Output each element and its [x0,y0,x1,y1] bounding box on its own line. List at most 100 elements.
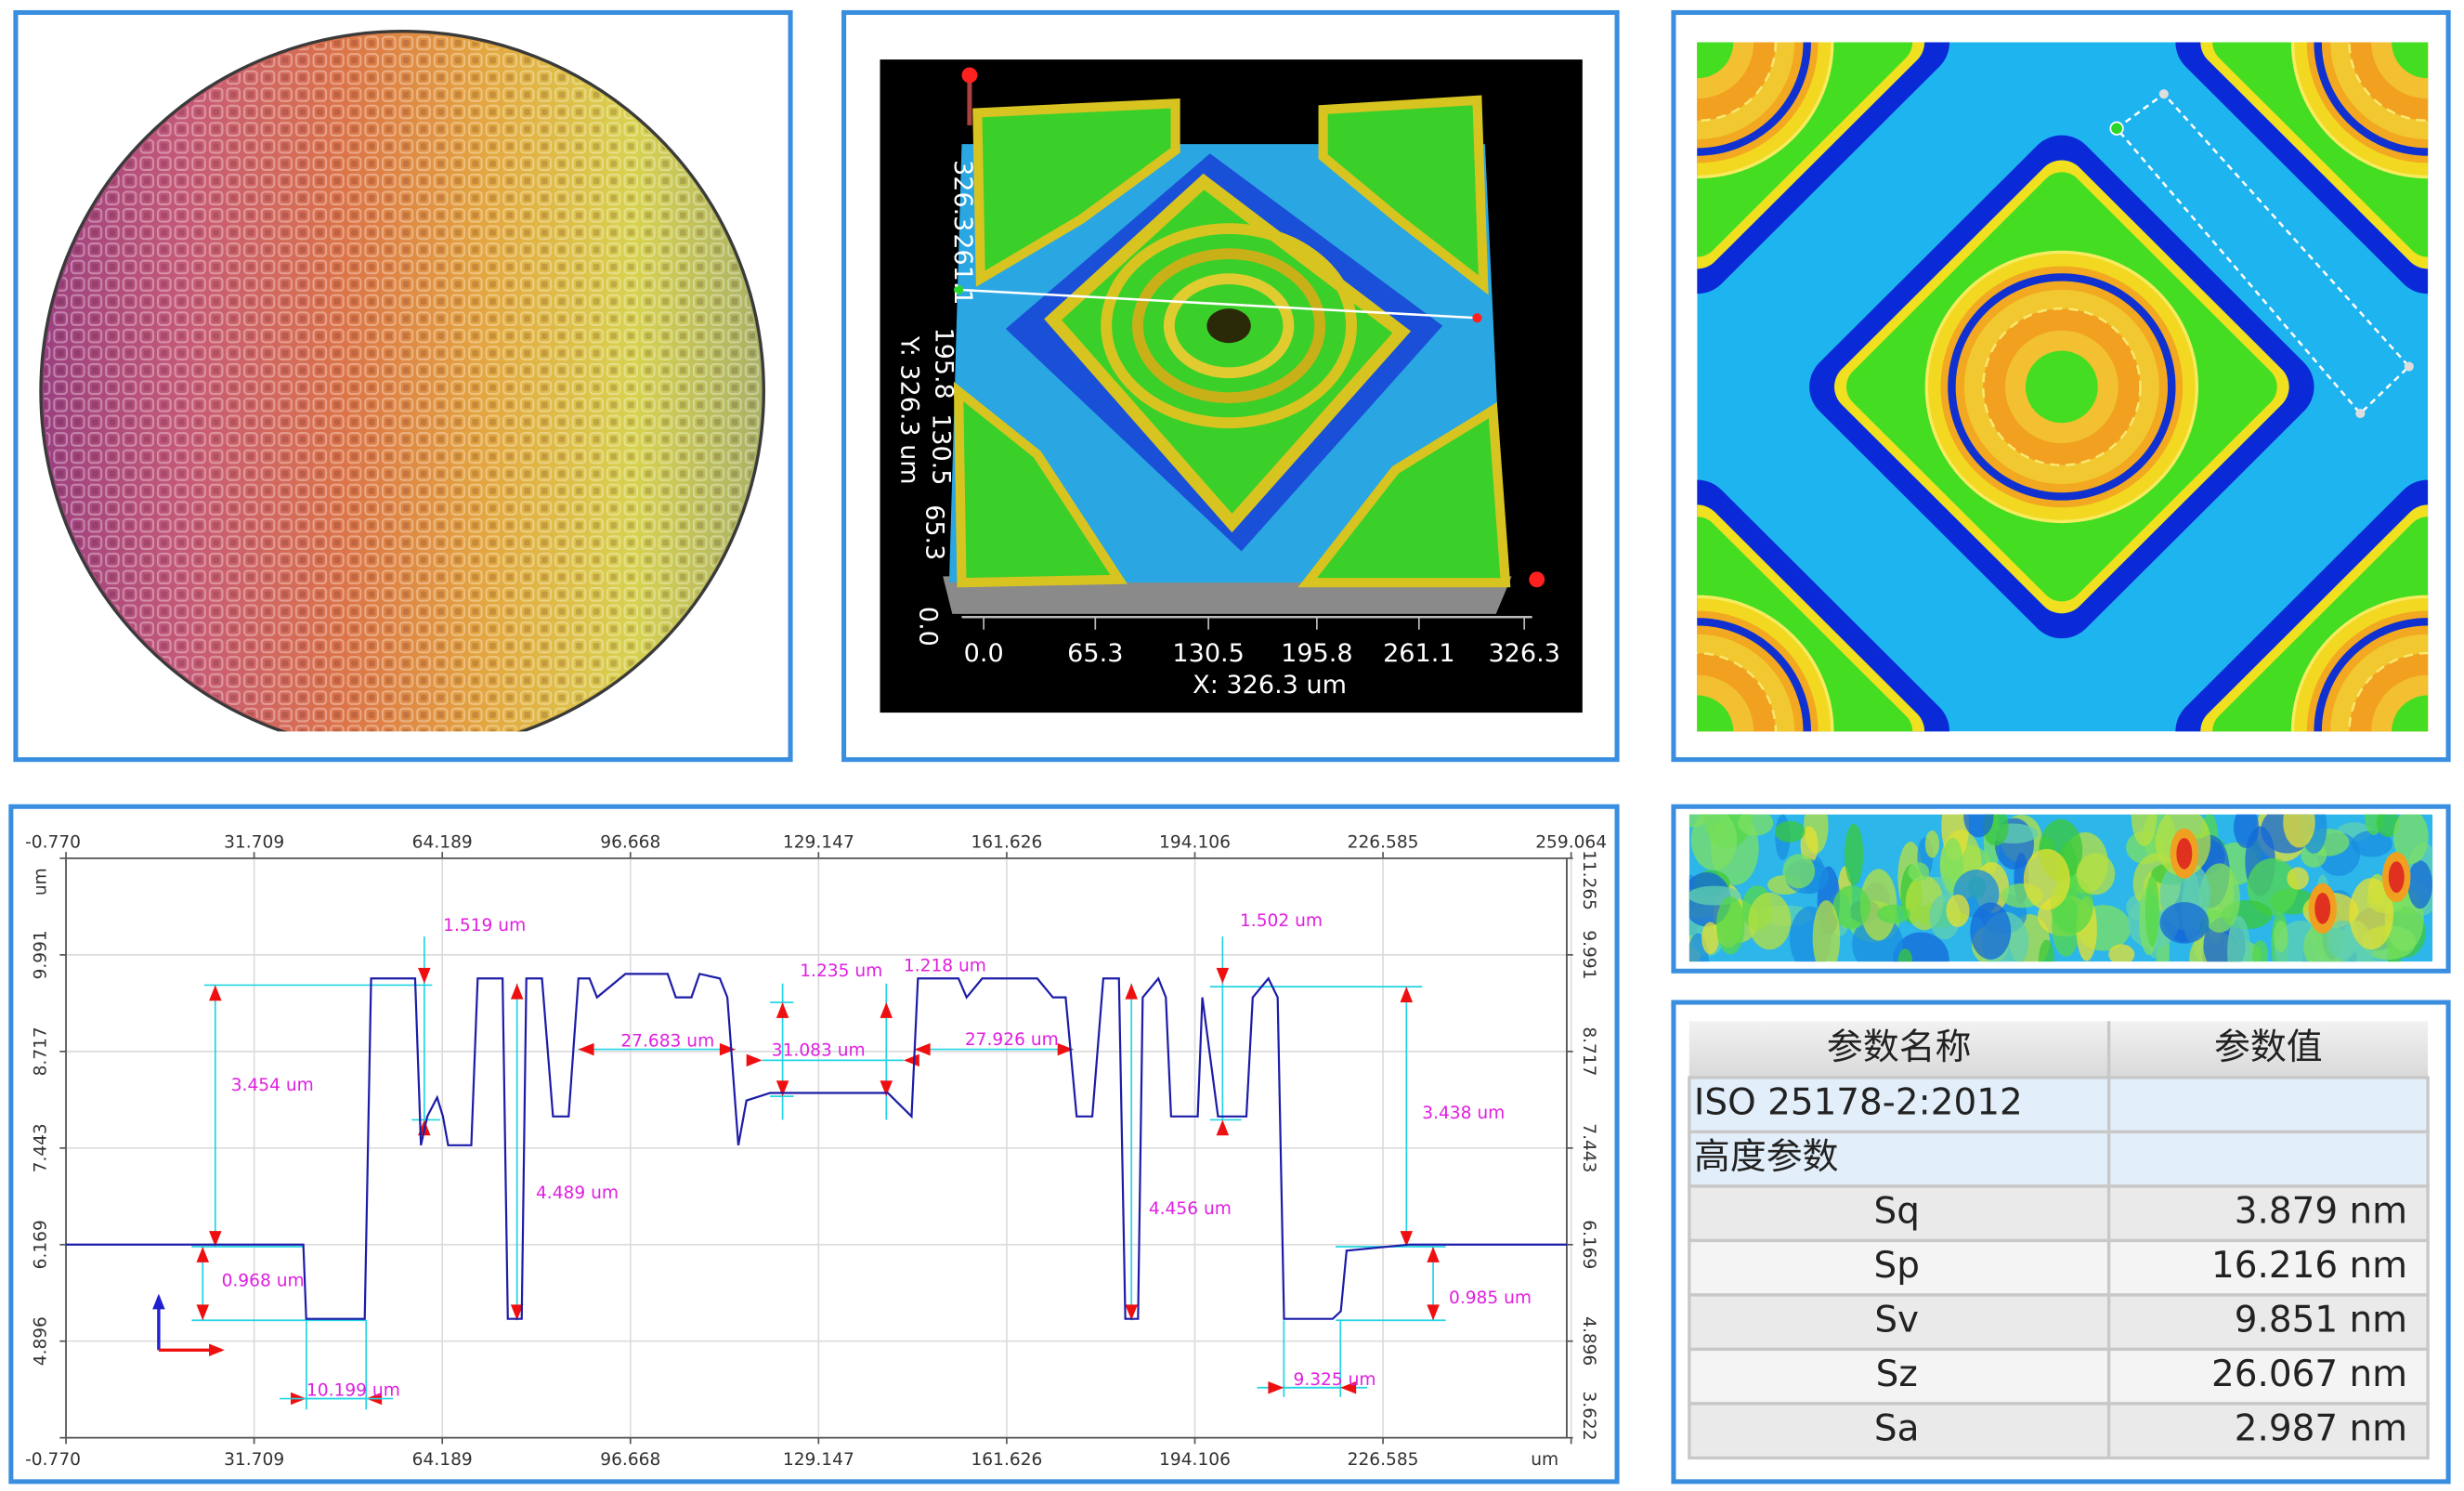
core [1697,695,1734,732]
measure-arrow [1400,987,1414,1002]
x-tick-label-top: 96.668 [600,833,660,853]
measure-arrow [1427,1246,1440,1262]
header-cell: 参数值 [2214,1027,2323,1068]
y-tick-label-left: 7.443 [31,1123,50,1172]
table-row [1688,1130,2430,1188]
x-tick-label-top: 161.626 [971,833,1042,853]
blob [2108,944,2135,962]
map-unit [2175,42,2429,294]
map-unit [1697,479,1950,732]
measure-label: 31.083 um [772,1041,866,1061]
blob [2287,867,2309,890]
core [2392,42,2429,79]
section-cell: 高度参数 [1694,1136,1839,1178]
handle [2109,121,2124,136]
blob [1963,814,1994,838]
y-tick-label: 65.3 [920,504,949,560]
y-tick-label: 326.3 [948,160,977,231]
x-tick-label: 130.5 [1172,639,1244,668]
x-axis-label: X: 326.3 um [1193,671,1347,700]
measure-arrow [880,1001,893,1018]
table-row [1688,1184,2430,1243]
yellow-border [1697,504,1925,732]
map-square [1697,479,1950,732]
core [2025,350,2098,424]
measure-label: 1.519 um [443,916,526,935]
measure-arrow [1125,1304,1138,1321]
y-tick-label-left: 9.991 [31,930,50,979]
blob [2392,814,2429,865]
y-tick-label: 130.5 [926,413,955,485]
measure-arrow [209,1231,222,1247]
measure-arrow [510,1304,524,1321]
blob [2327,920,2358,960]
blob [1748,892,1792,950]
corner-block [1318,95,1489,295]
x-tick-label-bottom: 194.106 [1159,1450,1231,1470]
blob [2038,939,2055,962]
blob [1812,900,1841,962]
measure-arrow [1216,1119,1230,1136]
y-tick-label-right: 3.622 [1579,1392,1598,1441]
measure-arrow [903,1053,919,1067]
core [1697,42,1734,79]
measure-arrow [1400,1231,1414,1247]
table-row [1688,1238,2430,1297]
param-name: Sp [1874,1245,1920,1287]
map-unit [1809,135,2314,639]
blob [2023,848,2070,910]
blob [1782,854,1816,889]
hot-spot [2176,837,2193,870]
measure-label: 27.683 um [620,1032,714,1052]
table-row [1688,1293,2430,1352]
measure-label: 0.985 um [1449,1288,1532,1308]
wafer-image [39,30,765,732]
table-row [1688,1347,2430,1406]
measure-label: 4.456 um [1149,1199,1232,1219]
x-tick-label-bottom: 64.189 [412,1450,473,1470]
measure-arrow [880,1080,893,1097]
blob [1897,948,1913,962]
blob [2159,902,2210,944]
x-tick-label-bottom: 129.147 [783,1450,854,1470]
x-tick-label: 195.8 [1281,639,1352,668]
x-tick-label-top: 31.709 [224,833,284,853]
x-tick-label-top: 64.189 [412,833,473,853]
x-tick-label-top: 259.064 [1535,833,1607,853]
green-top [1697,517,1913,732]
y-tick-label-left: 6.169 [31,1220,50,1269]
measure-label: 0.968 um [222,1272,305,1291]
green-top [1697,42,1913,257]
blob [2273,920,2288,953]
blob [1970,902,2012,960]
blue-border [1697,479,1950,732]
y-tick-label: 0.0 [914,607,943,647]
yellow-border [2200,504,2429,732]
x-tick-label-bottom: 31.709 [224,1450,284,1470]
header-cell: 参数名称 [1827,1027,1972,1068]
core [2392,695,2429,732]
handle [2355,409,2366,419]
measure-arrow [1125,983,1138,1000]
y-tick-label-right: 11.265 [1579,850,1598,910]
measure-label: 10.199 um [306,1381,400,1401]
hot-spot [2314,892,2331,924]
ring [1948,273,2176,501]
measure-label: 1.218 um [904,957,986,976]
selection-box [2115,92,2411,415]
x-axis-unit: um [1531,1450,1558,1470]
wafer-edge [39,30,765,732]
measure-arrow [719,1042,736,1056]
wafer-dies [44,34,761,732]
ring [1163,273,1295,379]
blue-border [1697,42,1950,294]
map-square [2175,479,2429,732]
x-tick-label-top: 194.106 [1159,833,1231,853]
blob [1690,814,1738,871]
x-tick-label-bottom: 161.626 [971,1450,1042,1470]
measure-label: 27.926 um [965,1030,1059,1050]
green-top [2212,42,2429,257]
blob [2233,814,2260,849]
